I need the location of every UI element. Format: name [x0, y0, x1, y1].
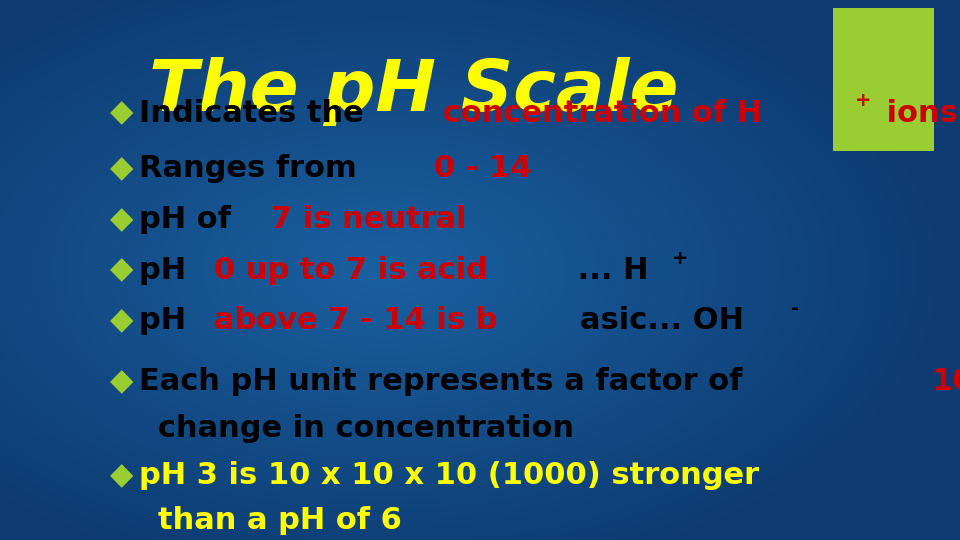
Text: Ranges from: Ranges from: [139, 154, 368, 183]
Text: ◆: ◆: [110, 98, 133, 127]
Text: pH 3 is 10 x 10 x 10 (1000) stronger: pH 3 is 10 x 10 x 10 (1000) stronger: [139, 461, 759, 490]
Text: concentration of H: concentration of H: [443, 98, 762, 127]
Text: 0 - 14: 0 - 14: [434, 154, 532, 183]
Text: The pH Scale: The pH Scale: [149, 57, 679, 126]
Text: Indicates the: Indicates the: [139, 98, 374, 127]
Text: ◆: ◆: [110, 306, 133, 335]
Text: +: +: [672, 248, 688, 267]
Text: ◆: ◆: [110, 205, 133, 234]
Text: asic... OH: asic... OH: [580, 306, 744, 335]
Text: Each pH unit represents a factor of: Each pH unit represents a factor of: [139, 367, 754, 396]
Text: ions: ions: [876, 98, 958, 127]
Text: ◆: ◆: [110, 154, 133, 183]
Text: ◆: ◆: [110, 367, 133, 396]
Text: pH: pH: [139, 255, 197, 285]
Text: -: -: [791, 299, 799, 318]
Text: +: +: [854, 91, 872, 110]
Text: pH of: pH of: [139, 205, 242, 234]
Text: above 7 - 14 is b: above 7 - 14 is b: [214, 306, 497, 335]
Text: 7 is neutral: 7 is neutral: [272, 205, 468, 234]
Text: ... H: ... H: [567, 255, 649, 285]
Text: ◆: ◆: [110, 255, 133, 285]
Text: ◆: ◆: [110, 461, 133, 490]
Text: than a pH of 6: than a pH of 6: [158, 506, 402, 535]
Text: pH: pH: [139, 306, 197, 335]
Bar: [833, 8, 934, 151]
Text: 0 up to 7 is acid: 0 up to 7 is acid: [214, 255, 488, 285]
Text: change in concentration: change in concentration: [158, 414, 574, 443]
Text: 10X: 10X: [931, 367, 960, 396]
